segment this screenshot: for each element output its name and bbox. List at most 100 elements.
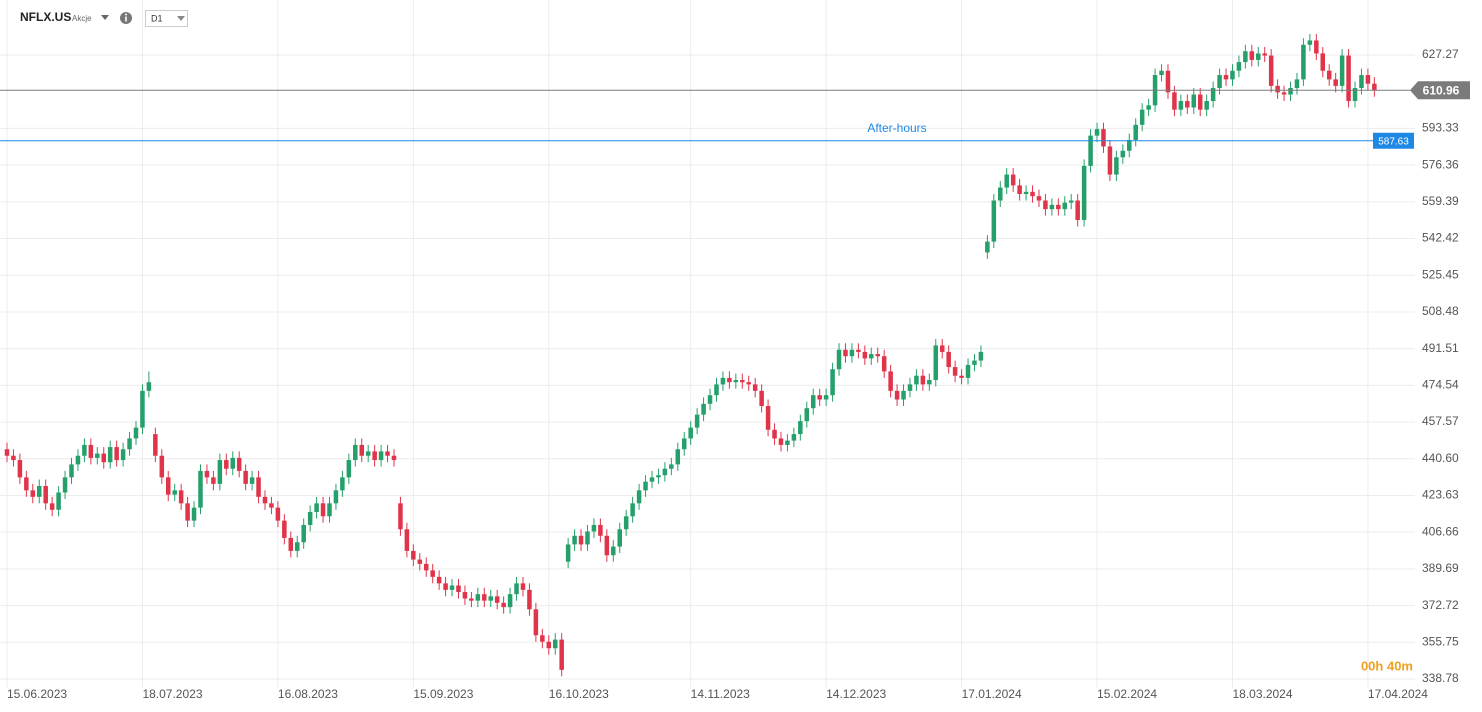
candle-body (1281, 92, 1287, 95)
x-tick-label: 15.02.2024 (1097, 687, 1157, 701)
candle-body (998, 187, 1003, 201)
candle-body (623, 516, 629, 530)
candle-body (469, 598, 474, 601)
candle-body (514, 583, 519, 595)
candle-body (630, 503, 635, 517)
candle-body (662, 468, 668, 476)
candle-body (578, 535, 584, 545)
candle-body (275, 507, 281, 521)
candle-body (1197, 94, 1203, 110)
candle-body (443, 583, 448, 590)
candle-body (24, 477, 29, 491)
candle-body (262, 496, 268, 504)
candle-body (1326, 70, 1332, 80)
candle-body (946, 351, 951, 368)
candle-body (649, 477, 655, 482)
symbol[interactable]: NFLX.US (20, 10, 71, 24)
candle-body (133, 427, 139, 439)
x-tick-label: 18.07.2023 (142, 687, 202, 701)
candle-body (572, 535, 577, 545)
candle-body (701, 403, 706, 415)
symbol-dropdown[interactable] (101, 15, 109, 20)
candle-body (920, 375, 926, 385)
candle-body (88, 444, 94, 458)
candle-body (1023, 191, 1029, 195)
y-tick-label: 559.39 (1422, 194, 1459, 208)
candle-body (101, 453, 107, 463)
candle-body (436, 576, 442, 584)
candle-body (1159, 70, 1164, 76)
candle-body (533, 609, 539, 636)
candle-body (236, 457, 242, 471)
candle-body (224, 460, 229, 469)
y-tick-label: 474.54 (1422, 378, 1459, 392)
info-icon-bar (125, 16, 127, 22)
candle-body (785, 440, 790, 445)
candle-body (740, 380, 745, 383)
x-tick-label: 17.01.2024 (962, 687, 1022, 701)
candle-body (901, 390, 906, 400)
y-tick-label: 355.75 (1422, 634, 1459, 648)
y-tick-label: 406.66 (1422, 524, 1459, 538)
candle-body (527, 589, 532, 610)
candle-body (1210, 88, 1216, 102)
candle-body (862, 351, 868, 359)
candle-body (927, 380, 932, 385)
candle-body (830, 369, 835, 396)
candle-body (991, 200, 997, 242)
x-tick-label: 16.08.2023 (278, 687, 338, 701)
candle-body (1133, 124, 1138, 140)
candle-body (1294, 79, 1300, 89)
candle-body (985, 241, 990, 253)
candle-body (869, 354, 874, 359)
candle-body (1010, 174, 1016, 186)
candle-body (69, 464, 74, 478)
candle-body (914, 375, 919, 385)
candle-body (1307, 40, 1313, 45)
interval-box[interactable] (145, 10, 188, 27)
candle-body (1288, 88, 1293, 95)
candle-body (56, 492, 61, 510)
candle-body (688, 427, 693, 439)
y-tick-label: 338.78 (1422, 671, 1459, 685)
candle-body (952, 367, 958, 376)
candle-body (423, 563, 429, 571)
candle-body (1191, 94, 1197, 108)
candle-body (636, 490, 642, 504)
candle-body (256, 477, 261, 497)
candle-body (765, 405, 771, 430)
candle-body (1346, 55, 1351, 102)
candle-body (178, 490, 184, 504)
candle-body (404, 529, 410, 551)
price-tag (1373, 132, 1414, 149)
candle-body (675, 449, 681, 465)
candle-body (810, 395, 816, 409)
candle-body (546, 641, 552, 649)
candle-body (17, 460, 23, 478)
candle-body (617, 529, 622, 547)
candle-body (462, 592, 468, 599)
candle-body (707, 395, 713, 404)
candle-body (1081, 165, 1087, 220)
candle-body (972, 360, 977, 365)
candle-body (965, 364, 971, 378)
candle-body (95, 453, 100, 458)
candle-body (1127, 139, 1132, 151)
candle-body (398, 503, 403, 530)
candle-body (1268, 55, 1274, 86)
candle-body (843, 349, 848, 357)
x-tick-label: 17.04.2024 (1368, 687, 1428, 701)
candle-body (720, 377, 726, 385)
candle-body (611, 546, 616, 556)
candle-body (327, 503, 332, 517)
price-tag-label: 587.63 (1378, 136, 1409, 147)
interval-dropdown[interactable] (177, 16, 185, 21)
candle-body (43, 486, 48, 504)
candle-body (585, 531, 590, 545)
candle-body (359, 444, 364, 456)
candle-body (1075, 200, 1080, 220)
candle-body (36, 486, 42, 497)
candle-body (1333, 79, 1338, 86)
candle-body (1094, 129, 1100, 136)
